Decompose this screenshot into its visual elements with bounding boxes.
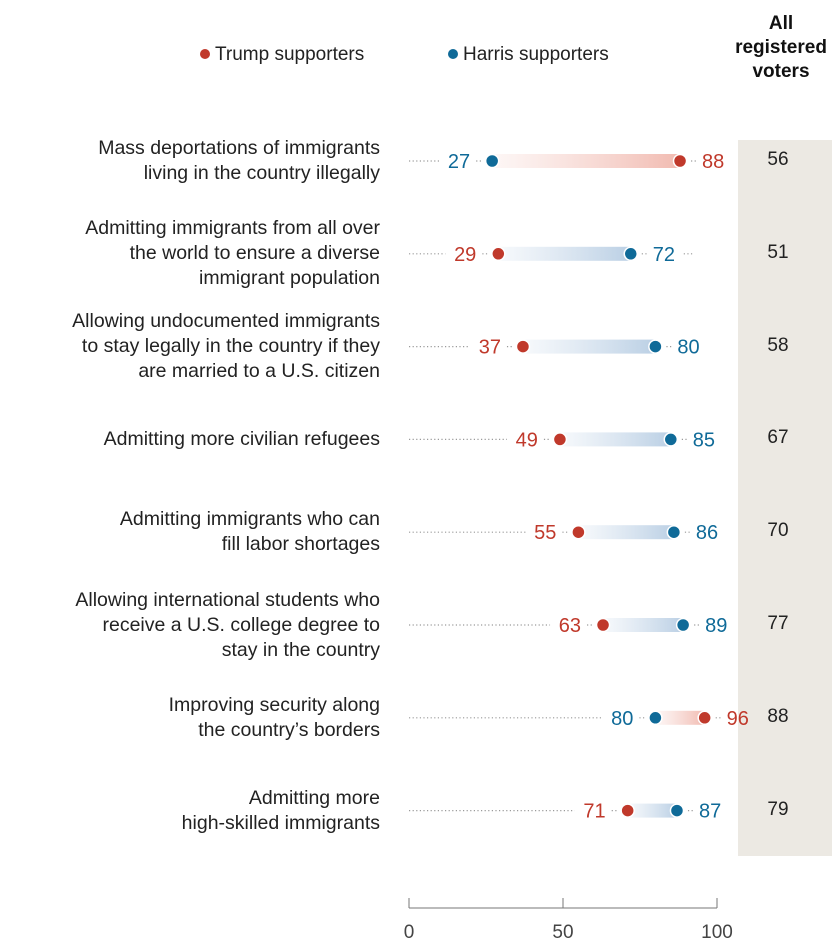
trump-value-label: 37	[479, 337, 501, 359]
x-tick-label: 50	[552, 922, 573, 942]
trump-value-label: 49	[516, 429, 538, 451]
harris-value-label: 80	[611, 708, 633, 730]
trump-dot	[697, 710, 712, 726]
all-voters-header: All registered voters	[735, 13, 827, 82]
legend-trump: Trump supporters	[200, 44, 364, 66]
x-tick-label: 0	[404, 922, 415, 942]
row-label: Mass deportations of immigrants living i…	[98, 137, 380, 184]
gap-band	[498, 246, 631, 261]
trump-dot	[515, 339, 531, 354]
row-label: Allowing international students who rece…	[75, 588, 380, 661]
gap-band	[559, 432, 671, 447]
harris-dot	[623, 246, 639, 262]
row-label: Improving security along the country’s b…	[168, 693, 380, 741]
x-axis: 0 50 100	[404, 898, 733, 942]
legend-trump-marker	[200, 49, 210, 59]
harris-dot	[666, 524, 682, 540]
harris-value-label: 85	[693, 429, 715, 451]
legend-trump-label: Trump supporters	[215, 44, 365, 65]
x-tick-label: 100	[701, 922, 733, 942]
all-voters-value: 88	[767, 705, 789, 727]
harris-dot	[669, 803, 685, 818]
row-label: Allowing undocumented immigrants to stay…	[72, 310, 380, 383]
gap-band	[492, 154, 681, 168]
gap-band	[655, 710, 705, 725]
trump-value-label: 96	[727, 708, 749, 730]
legend-harris-marker	[448, 49, 458, 59]
trump-dot	[571, 524, 586, 540]
trump-value-label: 63	[559, 615, 581, 637]
row-label: Admitting more civilian refugees	[103, 427, 380, 450]
all-voters-value: 77	[767, 613, 789, 634]
harris-dot	[663, 432, 679, 447]
row-label: Admitting more high-skilled immigrants	[181, 786, 380, 834]
harris-value-label: 80	[677, 337, 699, 359]
all-voters-value: 70	[767, 520, 789, 542]
row-label: Admitting immigrants from all over the w…	[85, 217, 380, 290]
all-voters-value: 56	[767, 149, 789, 170]
gap-band	[603, 618, 684, 632]
harris-dot	[484, 153, 500, 169]
harris-value-label: 89	[705, 615, 727, 637]
harris-value-label: 27	[448, 151, 470, 173]
trump-dot	[672, 153, 688, 169]
trump-dot	[552, 432, 568, 447]
harris-value-label: 86	[696, 522, 718, 544]
trump-dot	[620, 803, 635, 818]
trump-value-label: 71	[583, 801, 605, 823]
all-voters-value: 58	[767, 334, 789, 356]
legend-harris: Harris supporters	[448, 44, 609, 66]
harris-value-label: 72	[653, 244, 675, 266]
all-voters-value: 51	[767, 241, 789, 263]
gap-band	[627, 803, 677, 818]
trump-dot	[491, 246, 506, 262]
row-label: Admitting immigrants who can fill labor …	[119, 508, 380, 556]
all-voters-value: 67	[767, 427, 789, 449]
harris-dot	[675, 617, 691, 633]
harris-dot	[648, 339, 663, 354]
trump-value-label: 55	[534, 522, 556, 544]
gap-band	[578, 525, 674, 540]
trump-value-label: 29	[454, 244, 476, 266]
gap-band	[522, 339, 656, 354]
all-voters-value: 79	[767, 798, 789, 820]
harris-value-label: 87	[699, 801, 721, 823]
legend-harris-label: Harris supporters	[463, 44, 609, 65]
trump-value-label: 88	[702, 151, 724, 173]
all-voters-panel	[738, 140, 832, 856]
harris-dot	[648, 710, 663, 726]
trump-dot	[595, 617, 611, 633]
